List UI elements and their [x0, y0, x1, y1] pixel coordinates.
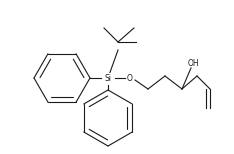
Text: Si: Si	[105, 73, 111, 83]
Text: OH: OH	[187, 59, 199, 67]
Text: O: O	[127, 73, 133, 83]
